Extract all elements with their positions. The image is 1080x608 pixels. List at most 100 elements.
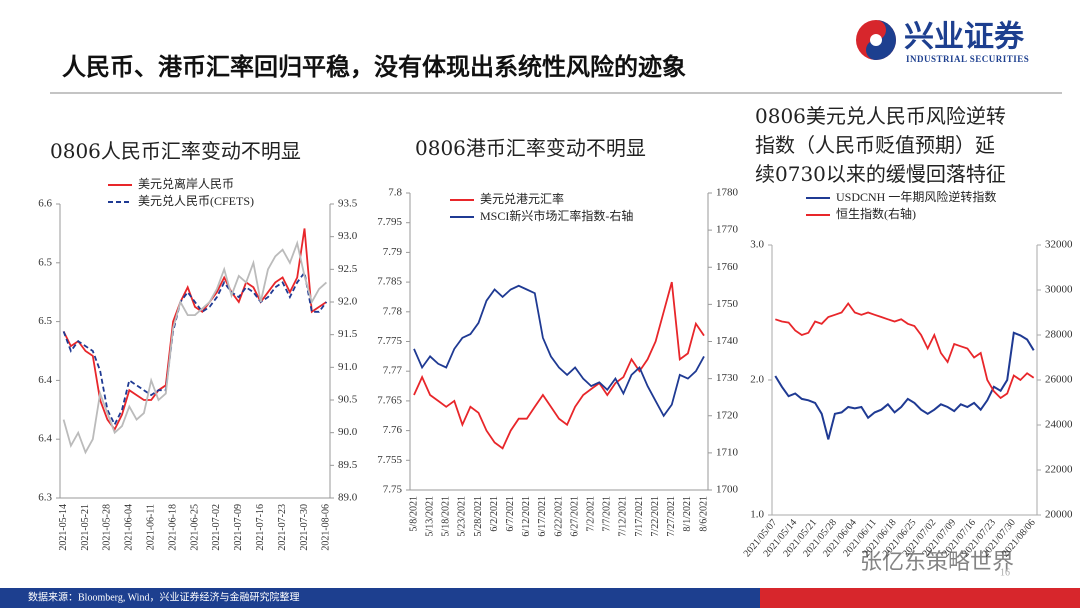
y-tick-label: 7.775: [377, 335, 402, 347]
x-tick-label: 6/12/2021: [521, 496, 532, 537]
series-line: [62, 228, 327, 432]
y-tick-label: 7.755: [377, 454, 402, 466]
y2-tick-label: 93.0: [338, 230, 358, 242]
y-tick-label: 7.76: [383, 424, 403, 436]
y2-tick-label: 28000: [1045, 329, 1073, 341]
x-tick-label: 2021-07-16: [255, 504, 266, 551]
y-tick-label: 2.0: [750, 374, 764, 386]
y2-tick-label: 32000: [1045, 239, 1073, 251]
y2-tick-label: 92.5: [338, 263, 358, 275]
x-tick-label: 7/27/2021: [666, 496, 677, 537]
y-tick-label: 6.4: [38, 374, 52, 386]
y2-tick-label: 90.5: [338, 394, 358, 406]
y2-tick-label: 89.0: [338, 492, 358, 504]
chart: 6.3 6.4 6.4 6.5 6.5 6.6 89.0 89.5 90.0 90.5 91.0 91…: [38, 176, 358, 551]
y2-tick-label: 1770: [716, 224, 739, 236]
y2-tick-label: 1760: [716, 261, 739, 273]
legend-label: USDCNH 一年期风险逆转指数: [836, 189, 996, 204]
y2-tick-label: 93.5: [338, 198, 358, 210]
legend-label: 美元兑离岸人民币: [138, 176, 234, 191]
x-tick-label: 2021-06-04: [124, 504, 135, 551]
x-tick-label: 2021-07-23: [277, 504, 288, 551]
x-tick-label: 5/8/2021: [408, 496, 419, 532]
y-tick-label: 7.765: [377, 394, 402, 406]
series-line: [413, 284, 705, 418]
y-tick-label: 7.795: [377, 216, 402, 228]
y2-tick-label: 22000: [1045, 464, 1073, 476]
series-line: [62, 270, 328, 427]
slide-title: 人民币、港币汇率回归平稳，没有体现出系统性风险的迹象: [62, 53, 686, 81]
y-tick-label: 7.79: [383, 246, 403, 258]
chart: 7.75 7.755 7.76 7.765 7.77 7.775 7.78 7.785 7.79…: [377, 187, 738, 537]
series-line: [775, 301, 1035, 400]
x-tick-label: 2021-05-21: [80, 504, 91, 551]
page-number: 16: [1000, 567, 1010, 578]
y2-tick-label: 91.0: [338, 361, 358, 373]
footer-bar-blue: [0, 588, 760, 608]
logo-icon: [856, 20, 896, 60]
chart: 1.0 2.0 3.0 20000 22000 24000 26000 28000 30000 3…: [742, 189, 1073, 560]
series-line: [774, 331, 1035, 440]
x-tick-label: 7/7/2021: [602, 496, 613, 532]
y-tick-label: 7.78: [383, 305, 403, 317]
x-tick-label: 8/6/2021: [698, 496, 709, 532]
y2-tick-label: 1710: [716, 446, 739, 458]
x-tick-label: 2021-07-30: [299, 504, 310, 551]
x-tick-label: 7/17/2021: [634, 496, 645, 537]
y2-tick-label: 1740: [716, 335, 739, 347]
x-tick-label: 6/22/2021: [553, 496, 564, 537]
x-tick-label: 2021-06-25: [189, 504, 200, 551]
x-tick-label: 7/12/2021: [618, 496, 629, 537]
footer-bar-red: [760, 588, 1080, 608]
chart-title: 续0730以来的缓慢回落特征: [755, 162, 1006, 186]
legend-label: MSCI新兴市场汇率指数-右轴: [480, 208, 633, 223]
x-tick-label: 5/13/2021: [424, 496, 435, 537]
x-tick-label: 2021-05-28: [102, 504, 113, 551]
x-tick-label: 6/17/2021: [537, 496, 548, 537]
y-tick-label: 6.6: [38, 198, 52, 210]
x-tick-label: 2021-06-11: [146, 504, 157, 550]
x-tick-label: 5/23/2021: [457, 496, 468, 537]
y-tick-label: 3.0: [750, 239, 764, 251]
x-tick-label: 7/2/2021: [586, 496, 597, 532]
legend-label: 美元兑人民币(CFETS): [138, 194, 254, 208]
chart-title: 0806港币汇率变动不明显: [415, 136, 646, 160]
x-tick-label: 2021-07-02: [211, 504, 222, 551]
y-tick-label: 7.77: [383, 365, 403, 377]
x-tick-label: 2021-06-18: [167, 504, 178, 551]
x-tick-label: 5/18/2021: [441, 496, 452, 537]
x-tick-label: 7/22/2021: [650, 496, 661, 537]
y-tick-label: 7.8: [388, 187, 402, 199]
y2-tick-label: 20000: [1045, 509, 1073, 521]
y-tick-label: 1.0: [750, 509, 764, 521]
y2-tick-label: 1700: [716, 484, 739, 496]
legend-label: 美元兑港元汇率: [480, 191, 564, 206]
x-tick-label: 2021-05-14: [58, 504, 69, 551]
chart-title: 0806人民币汇率变动不明显: [50, 139, 301, 163]
x-tick-label: 6/2/2021: [489, 496, 500, 532]
y2-tick-label: 92.0: [338, 296, 358, 308]
chart-title: 指数（人民币贬值预期）延: [755, 133, 995, 157]
y2-tick-label: 1720: [716, 409, 739, 421]
y-tick-label: 6.3: [38, 492, 52, 504]
x-tick-label: 2021-08-06: [321, 504, 332, 551]
y-tick-label: 6.5: [38, 256, 52, 268]
y2-tick-label: 24000: [1045, 419, 1073, 431]
y2-tick-label: 90.0: [338, 426, 358, 438]
series-line: [413, 281, 705, 450]
y2-tick-label: 89.5: [338, 459, 358, 471]
source-note: 数据来源：Bloomberg, Wind，兴业证券经济与金融研究院整理: [28, 590, 299, 603]
x-tick-label: 6/7/2021: [505, 496, 516, 532]
chart-title: 0806美元兑人民币风险逆转: [755, 104, 1006, 128]
y2-tick-label: 1750: [716, 298, 739, 310]
x-tick-label: 6/27/2021: [569, 496, 580, 537]
x-tick-label: 5/28/2021: [473, 496, 484, 537]
y-tick-label: 6.4: [38, 433, 52, 445]
y-tick-label: 7.75: [383, 484, 403, 496]
y2-tick-label: 26000: [1045, 374, 1073, 386]
x-tick-label: 8/1/2021: [682, 496, 693, 532]
logo-subtext: INDUSTRIAL SECURITIES: [906, 54, 1029, 64]
y-tick-label: 6.5: [38, 315, 52, 327]
